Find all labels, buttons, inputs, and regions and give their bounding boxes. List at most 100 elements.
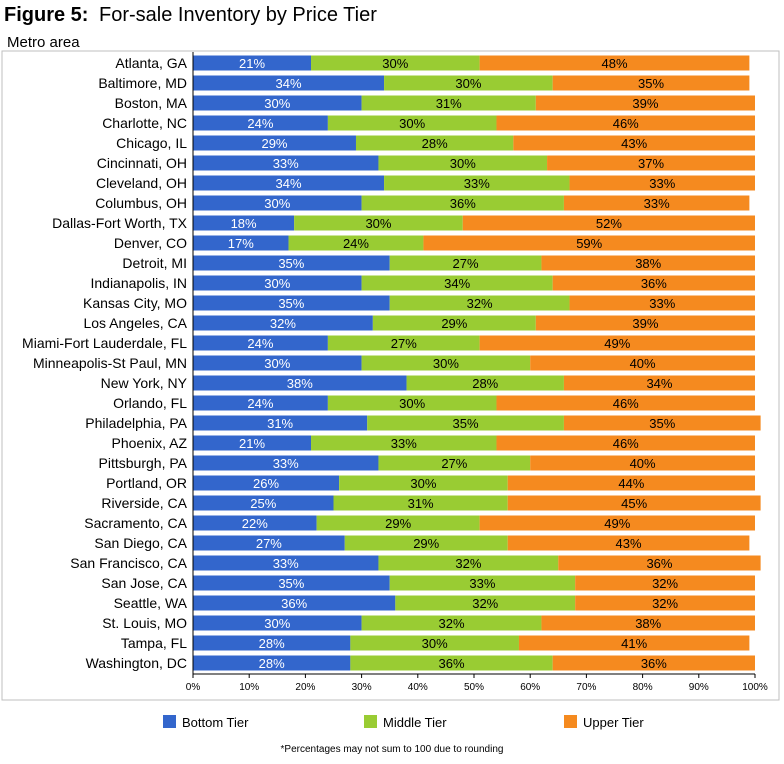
- bar-segment-upper-tier: [507, 535, 750, 551]
- data-label: 36%: [646, 556, 672, 571]
- bar-segment-middle-tier: [333, 495, 508, 511]
- data-label: 30%: [410, 476, 436, 491]
- category-labels: Atlanta, GA Baltimore, MD Boston, MA Charlo…: [22, 55, 188, 671]
- bar-segment-upper-tier: [479, 55, 750, 71]
- bar-segment-upper-tier: [535, 315, 755, 331]
- legend-swatch: [364, 715, 377, 728]
- bar-segment-upper-tier: [575, 575, 755, 591]
- data-label: 33%: [649, 296, 675, 311]
- data-label: 31%: [408, 496, 434, 511]
- bar-segment-bottom-tier: [193, 455, 379, 471]
- category-label: Minneapolis-St Paul, MN: [33, 355, 187, 371]
- data-label: 34%: [646, 376, 672, 391]
- data-label: 46%: [613, 396, 639, 411]
- x-tick-label: 60%: [520, 682, 540, 693]
- data-label: 38%: [287, 376, 313, 391]
- bar-segment-bottom-tier: [193, 515, 317, 531]
- data-label: 33%: [644, 196, 670, 211]
- data-label: 25%: [250, 496, 276, 511]
- category-label: Denver, CO: [114, 235, 187, 251]
- bar-segment-upper-tier: [558, 555, 761, 571]
- data-label: 30%: [450, 156, 476, 171]
- bar-segment-middle-tier: [316, 515, 480, 531]
- data-label: 33%: [649, 176, 675, 191]
- x-axis: 0% 10% 20% 30% 40% 50% 60% 70% 80% 90% 100%: [186, 52, 768, 693]
- data-label: 36%: [641, 276, 667, 291]
- bar-segment-middle-tier: [294, 215, 463, 231]
- data-label: 49%: [604, 336, 630, 351]
- data-label: 30%: [455, 76, 481, 91]
- bar-segment-bottom-tier: [193, 655, 351, 671]
- category-label: St. Louis, MO: [102, 615, 187, 631]
- bar-segment-upper-tier: [479, 515, 755, 531]
- data-label: 32%: [439, 616, 465, 631]
- x-tick-label: 70%: [576, 682, 596, 693]
- legend-label: Upper Tier: [583, 715, 644, 730]
- x-tick-label: 10%: [239, 682, 259, 693]
- category-label: New York, NY: [101, 375, 188, 391]
- category-label: Chicago, IL: [116, 135, 187, 151]
- data-label: 32%: [652, 596, 678, 611]
- data-label: 43%: [616, 536, 642, 551]
- category-label: San Francisco, CA: [70, 555, 187, 571]
- category-label: Columbus, OH: [95, 195, 187, 211]
- category-label: Miami-Fort Lauderdale, FL: [22, 335, 187, 351]
- chart-title-label: Figure 5:: [4, 4, 88, 26]
- chart-title: Figure 5: For-sale Inventory by Price Ti…: [4, 4, 377, 26]
- data-label: 44%: [618, 476, 644, 491]
- bar-segment-bottom-tier: [193, 335, 328, 351]
- data-label: 27%: [453, 256, 479, 271]
- data-label: 28%: [259, 636, 285, 651]
- data-label: 37%: [638, 156, 664, 171]
- category-label: Cleveland, OH: [96, 175, 187, 191]
- bar-segment-bottom-tier: [193, 155, 379, 171]
- bar-segment-bottom-tier: [193, 615, 362, 631]
- bar-segment-upper-tier: [462, 215, 755, 231]
- category-label: Boston, MA: [115, 95, 188, 111]
- x-tick-label: 80%: [633, 682, 653, 693]
- category-label: Atlanta, GA: [115, 55, 187, 71]
- data-label: 21%: [239, 56, 265, 71]
- category-label: Phoenix, AZ: [112, 435, 188, 451]
- data-label: 34%: [276, 176, 302, 191]
- bar-segment-middle-tier: [350, 655, 553, 671]
- bar-segment-upper-tier: [541, 615, 755, 631]
- bar-segment-bottom-tier: [193, 175, 385, 191]
- category-label: Baltimore, MD: [98, 75, 187, 91]
- data-label: 45%: [621, 496, 647, 511]
- data-label: 33%: [273, 456, 299, 471]
- data-label: 30%: [264, 196, 290, 211]
- bar-segment-upper-tier: [507, 475, 755, 491]
- bar-segment-bottom-tier: [193, 75, 385, 91]
- bar-segment-bottom-tier: [193, 215, 295, 231]
- data-label: 35%: [638, 76, 664, 91]
- bar-segment-middle-tier: [327, 115, 497, 131]
- data-label: 35%: [649, 416, 675, 431]
- category-label: Portland, OR: [106, 475, 187, 491]
- bars-layer: 21% 30% 48%34% 30% 35%30% 31% 39%24% 30% 46%29% 2…: [193, 55, 761, 671]
- category-label: Los Angeles, CA: [83, 315, 187, 331]
- bar-segment-bottom-tier: [193, 195, 362, 211]
- bar-segment-middle-tier: [389, 295, 570, 311]
- bar-segment-upper-tier: [496, 395, 755, 411]
- data-label: 34%: [444, 276, 470, 291]
- data-label: 24%: [247, 396, 273, 411]
- bar-segment-bottom-tier: [193, 415, 368, 431]
- bar-segment-middle-tier: [361, 275, 553, 291]
- data-label: 29%: [261, 136, 287, 151]
- bar-segment-middle-tier: [355, 135, 514, 151]
- data-label: 28%: [259, 656, 285, 671]
- bar-segment-middle-tier: [327, 335, 480, 351]
- bar-segment-middle-tier: [361, 355, 531, 371]
- x-tick-label: 0%: [186, 682, 201, 693]
- bar-segment-bottom-tier: [193, 135, 356, 151]
- bar-segment-upper-tier: [530, 455, 755, 471]
- bar-segment-upper-tier: [535, 95, 755, 111]
- bar-segment-upper-tier: [479, 335, 755, 351]
- data-label: 33%: [469, 576, 495, 591]
- bar-segment-upper-tier: [569, 295, 755, 311]
- bar-segment-bottom-tier: [193, 295, 390, 311]
- bar-segment-upper-tier: [541, 255, 755, 271]
- category-label: Riverside, CA: [101, 495, 187, 511]
